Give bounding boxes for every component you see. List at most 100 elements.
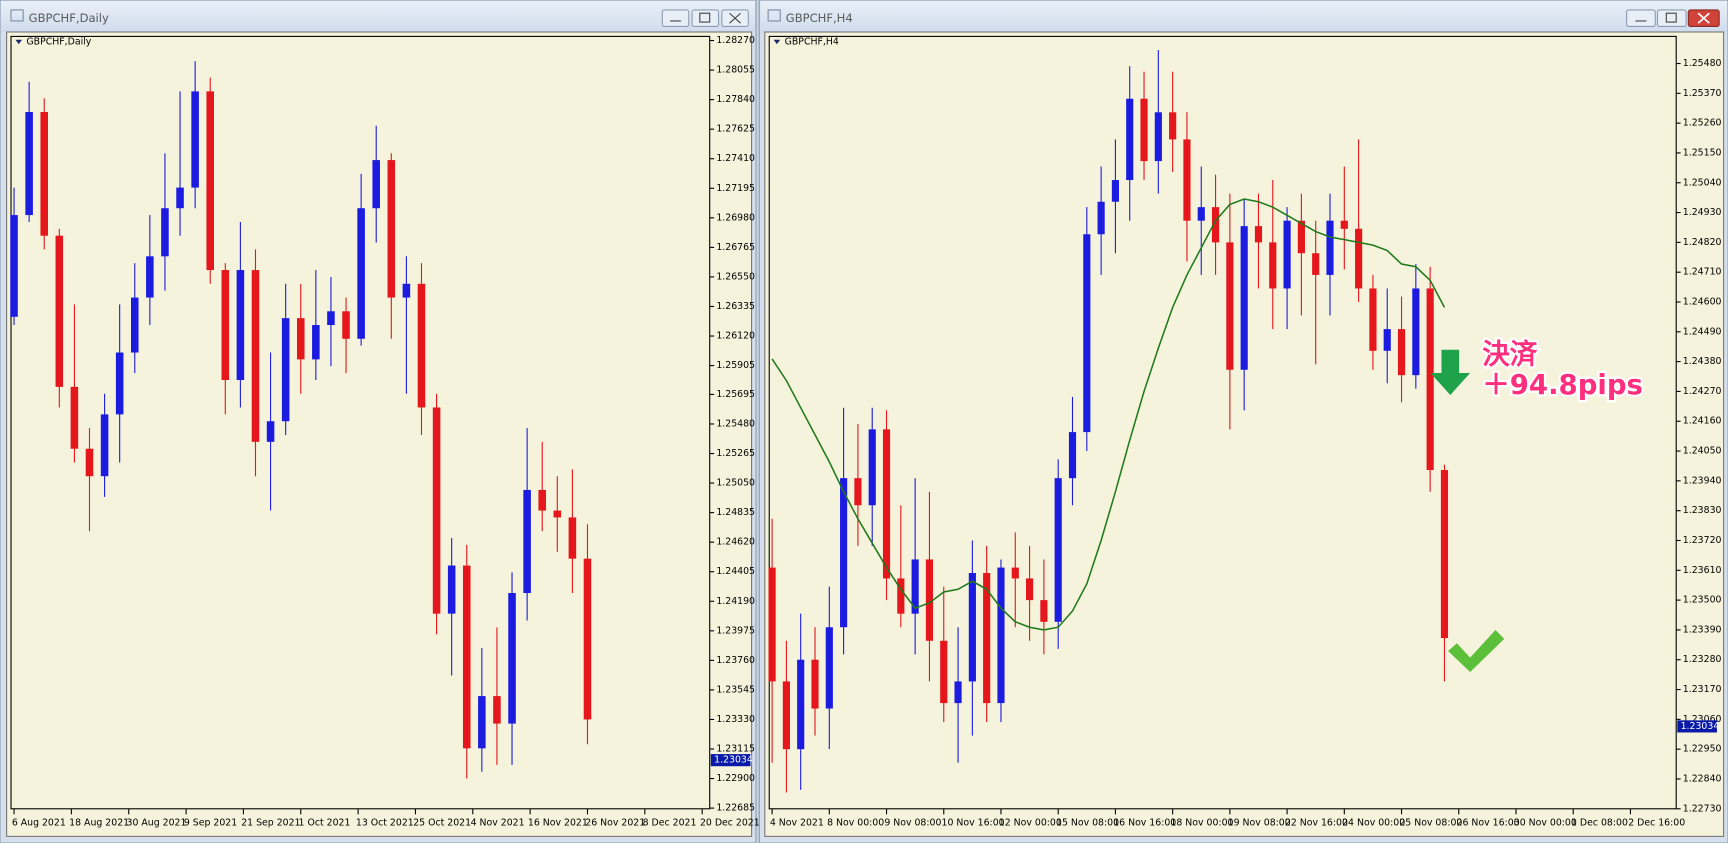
candle-body — [1169, 112, 1177, 140]
candle-body — [911, 559, 919, 614]
candle-body — [1211, 207, 1220, 243]
candle-body — [1026, 578, 1034, 601]
candle-body — [85, 448, 94, 477]
candle-body — [221, 270, 230, 380]
candle-body — [1197, 207, 1205, 221]
y-tick-label: 1.27625 — [716, 124, 755, 135]
candle-body — [1283, 220, 1291, 289]
candle-body — [1254, 226, 1263, 243]
candle-body — [281, 318, 290, 422]
candle-body — [312, 325, 320, 360]
y-tick-label: 1.25905 — [716, 360, 755, 371]
x-tick-label: 12 Nov 00:00 — [999, 818, 1062, 829]
candle-body — [1426, 288, 1434, 471]
y-tick-label: 1.27195 — [716, 183, 755, 194]
minimize-button[interactable] — [1626, 9, 1656, 28]
dropdown-icon — [773, 39, 781, 45]
window-buttons[interactable] — [661, 9, 749, 28]
x-tick-label: 4 Nov 2021 — [770, 818, 824, 829]
x-tick-label: 8 Dec 2021 — [643, 818, 697, 829]
y-tick-label: 1.23330 — [716, 714, 755, 725]
candle-body — [462, 565, 471, 749]
y-tick-label: 1.25150 — [1683, 147, 1722, 158]
y-tick-label: 1.24050 — [1683, 446, 1722, 457]
candle-body — [447, 565, 456, 614]
icon — [729, 12, 741, 24]
minimize-button[interactable] — [661, 9, 690, 28]
candle-body — [553, 510, 562, 518]
y-tick-label: 1.24620 — [716, 537, 755, 548]
x-tick-label: 25 Oct 2021 — [413, 818, 471, 829]
y-tick-label: 1.22685 — [716, 803, 755, 814]
x-tick-label: 18 Aug 2021 — [69, 818, 129, 829]
candle-body — [1312, 253, 1320, 275]
y-tick-label: 1.26765 — [716, 242, 755, 253]
candle-body — [417, 283, 426, 408]
chart-area — [6, 31, 753, 837]
chart-label: GBPCHF,H4 — [785, 36, 839, 47]
y-tick-label: 1.25480 — [716, 418, 755, 429]
x-tick-label: 18 Nov 00:00 — [1170, 818, 1233, 829]
x-tick-label: 22 Nov 16:00 — [1285, 818, 1348, 829]
y-tick-label: 1.24930 — [1683, 207, 1722, 218]
x-tick-label: 6 Aug 2021 — [12, 818, 66, 829]
y-tick-label: 1.23115 — [716, 744, 755, 755]
candle-body — [206, 91, 214, 271]
candle-body — [797, 659, 805, 750]
candle-body — [130, 297, 139, 353]
restore-button[interactable] — [1656, 9, 1687, 28]
y-tick-label: 1.23975 — [716, 625, 755, 636]
candle-body — [1397, 329, 1406, 376]
window-buttons[interactable] — [1626, 9, 1720, 28]
y-tick-label: 1.25480 — [1683, 58, 1722, 69]
y-tick-label: 1.25040 — [1683, 177, 1722, 188]
y-tick-label: 1.23390 — [1683, 624, 1722, 635]
y-tick-label: 1.24820 — [1683, 237, 1722, 248]
y-tick-label: 1.25265 — [716, 448, 755, 459]
candle-body — [146, 256, 154, 298]
candle-body — [478, 696, 486, 749]
candle-body — [508, 593, 516, 724]
y-tick-label: 1.24835 — [716, 507, 755, 518]
y-tick-label: 1.25370 — [1683, 88, 1722, 99]
y-tick-label: 1.23280 — [1683, 654, 1722, 665]
candle-body — [1111, 180, 1119, 202]
restore-button[interactable] — [691, 9, 720, 28]
y-tick-label: 1.24600 — [1683, 296, 1722, 307]
y-tick-label: 1.24490 — [1683, 326, 1722, 337]
y-tick-label: 1.28270 — [716, 35, 755, 46]
x-tick-label: 1 Oct 2021 — [299, 818, 351, 829]
y-tick-label: 1.23545 — [716, 684, 755, 695]
candle-body — [1083, 234, 1091, 433]
candle-body — [811, 659, 819, 709]
candle-body — [115, 352, 124, 415]
y-tick-label: 1.24710 — [1683, 267, 1722, 278]
plot-frame — [10, 35, 711, 810]
x-tick-label: 4 Nov 2021 — [471, 818, 525, 829]
candle-body — [1054, 478, 1062, 622]
y-tick-label: 1.24380 — [1683, 356, 1722, 367]
candle-body — [25, 112, 33, 216]
candle-body — [1340, 220, 1348, 229]
x-tick-label: 25 Nov 08:00 — [1399, 818, 1462, 829]
candle-body — [493, 696, 501, 724]
title-bar — [1, 1, 755, 32]
candle-body — [40, 112, 48, 236]
candle-body — [251, 270, 260, 442]
last-price-box — [1677, 720, 1717, 733]
x-tick-label: 16 Nov 16:00 — [1113, 818, 1176, 829]
candle-body — [296, 318, 305, 360]
window-icon — [10, 9, 24, 22]
y-tick-label: 1.22730 — [1683, 803, 1722, 814]
y-tick-label: 1.28055 — [716, 65, 755, 76]
candle-body — [940, 640, 948, 704]
x-tick-label: 9 Sep 2021 — [184, 818, 237, 829]
candle-body — [1383, 329, 1391, 351]
y-tick-label: 1.26980 — [716, 212, 755, 223]
y-tick-label: 1.23500 — [1683, 595, 1722, 606]
check-mark — [1448, 630, 1505, 672]
x-tick-label: 21 Sep 2021 — [241, 818, 300, 829]
candle-body — [523, 489, 531, 594]
candle-body — [1240, 226, 1248, 370]
x-tick-label: 15 Nov 08:00 — [1056, 818, 1119, 829]
